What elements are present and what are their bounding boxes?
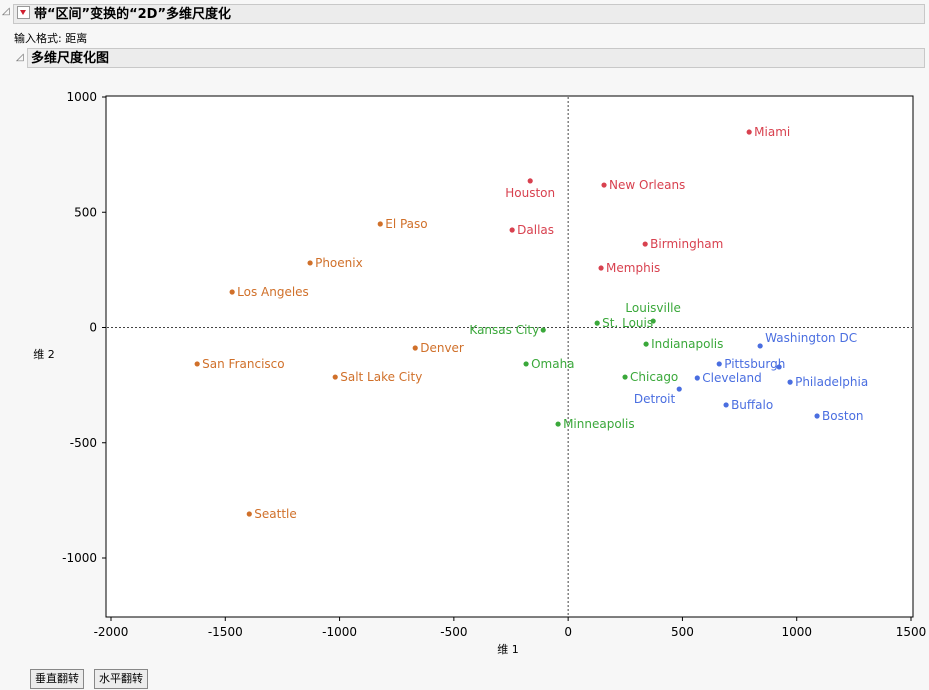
data-point[interactable] — [229, 289, 235, 295]
data-point[interactable] — [787, 379, 793, 385]
point-label: Denver — [420, 341, 464, 355]
data-point[interactable] — [332, 374, 338, 380]
x-axis-label: 维 1 — [497, 643, 519, 656]
report-header: 带“区间”变换的“2D”多维尺度化 — [13, 4, 925, 24]
x-tick-label: 0 — [564, 625, 572, 639]
y-tick-label: -500 — [70, 436, 97, 450]
point-label: Seattle — [254, 507, 296, 521]
point-label: Miami — [754, 125, 790, 139]
point-label: Detroit — [634, 392, 676, 406]
data-point[interactable] — [642, 241, 648, 247]
point-label: San Francisco — [202, 357, 284, 371]
point-label: El Paso — [385, 217, 427, 231]
data-point[interactable] — [246, 511, 252, 517]
data-point[interactable] — [601, 182, 607, 188]
point-label: Indianapolis — [651, 337, 723, 351]
point-label: Los Angeles — [237, 285, 309, 299]
input-format: 输入格式: 距离 — [14, 32, 88, 45]
collapse-triangle-icon[interactable]: ◿ — [16, 52, 24, 63]
point-label: Washington DC — [765, 331, 857, 345]
point-label: Houston — [505, 186, 555, 200]
point-label: Cleveland — [702, 371, 762, 385]
x-tick-label: 1500 — [896, 625, 927, 639]
data-point[interactable] — [523, 361, 529, 367]
y-axis-label: 维 2 — [33, 348, 55, 361]
data-point[interactable] — [723, 402, 729, 408]
data-point[interactable] — [776, 364, 782, 370]
y-tick-label: 1000 — [66, 90, 97, 104]
data-point[interactable] — [527, 178, 533, 184]
y-tick-label: 0 — [89, 321, 97, 335]
point-label: Memphis — [606, 261, 660, 275]
data-point[interactable] — [540, 327, 546, 333]
point-label: St. Louis — [602, 316, 653, 330]
data-point[interactable] — [412, 345, 418, 351]
point-label: Salt Lake City — [340, 370, 422, 384]
point-label: Dallas — [517, 223, 554, 237]
data-point[interactable] — [650, 318, 656, 324]
data-point[interactable] — [509, 227, 515, 233]
x-tick-label: 1000 — [781, 625, 812, 639]
point-label: Boston — [822, 409, 863, 423]
data-point[interactable] — [746, 129, 752, 135]
data-point[interactable] — [598, 265, 604, 271]
data-point[interactable] — [694, 375, 700, 381]
point-label: Pittsburgh — [724, 357, 785, 371]
data-point[interactable] — [622, 374, 628, 380]
collapse-triangle-icon[interactable]: ◿ — [2, 6, 10, 17]
section-header: 多维尺度化图 — [27, 48, 925, 68]
data-point[interactable] — [594, 320, 600, 326]
y-tick-label: 500 — [74, 205, 97, 219]
x-tick-label: 500 — [671, 625, 694, 639]
point-label: Louisville — [625, 301, 681, 315]
point-label: Philadelphia — [795, 375, 868, 389]
data-point[interactable] — [814, 413, 820, 419]
report-title: 带“区间”变换的“2D”多维尺度化 — [34, 7, 232, 22]
flip-vertical-button[interactable]: 垂直翻转 — [30, 669, 84, 689]
data-point[interactable] — [643, 341, 649, 347]
point-label: New Orleans — [609, 178, 685, 192]
flip-horizontal-button[interactable]: 水平翻转 — [94, 669, 148, 689]
data-point[interactable] — [757, 343, 763, 349]
point-label: Birmingham — [650, 237, 723, 251]
y-tick-label: -1000 — [62, 551, 97, 565]
data-point[interactable] — [555, 421, 561, 427]
point-label: Omaha — [531, 357, 574, 371]
point-label: Minneapolis — [563, 417, 635, 431]
x-tick-label: -1000 — [322, 625, 357, 639]
x-tick-label: -1500 — [208, 625, 243, 639]
plot-frame — [105, 95, 914, 618]
point-label: Kansas City — [469, 323, 539, 337]
section-title: 多维尺度化图 — [31, 51, 110, 66]
x-tick-label: -2000 — [94, 625, 129, 639]
data-point[interactable] — [716, 361, 722, 367]
data-point[interactable] — [676, 386, 682, 392]
data-point[interactable] — [307, 260, 313, 266]
point-label: Chicago — [630, 370, 678, 384]
data-point[interactable] — [377, 221, 383, 227]
red-menu-icon[interactable] — [17, 6, 30, 19]
data-point[interactable] — [194, 361, 200, 367]
x-tick-label: -500 — [440, 625, 467, 639]
point-label: Phoenix — [315, 256, 363, 270]
point-label: Buffalo — [731, 398, 773, 412]
